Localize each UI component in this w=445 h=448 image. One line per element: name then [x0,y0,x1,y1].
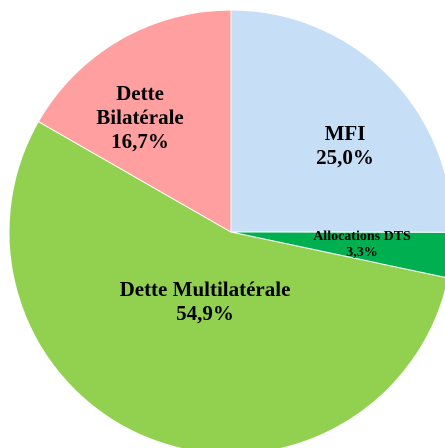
category-label: MFI [324,120,366,145]
category-label: Dette Bilatérale [96,80,184,129]
pie-slice [230,9,445,233]
value-label: 54,9% [176,301,234,325]
value-label: 16,7% [111,129,169,154]
slice-label: MFI 25,0% [270,121,420,169]
slice-label: Allocations DTS 3,3% [277,229,445,261]
value-label: 25,0% [316,145,374,169]
category-label: Allocations DTS [313,228,411,244]
slice-label: Dette Multilatérale 54,9% [75,277,335,325]
pie-slice [8,120,445,448]
value-label: 3,3% [346,245,378,260]
pie-slice [37,9,232,233]
slice-label: Dette Bilatérale 16,7% [80,81,200,153]
category-label: Dette Multilatérale [119,276,291,301]
